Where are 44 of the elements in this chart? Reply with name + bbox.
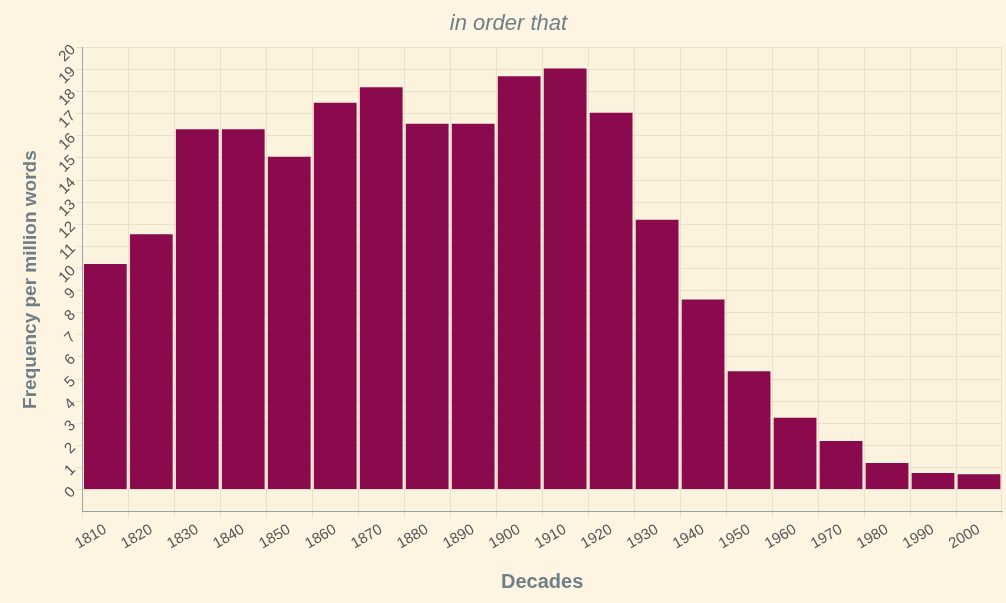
x-tick-label: 1910 bbox=[531, 519, 569, 552]
y-tick-label: 18 bbox=[54, 84, 79, 109]
y-tick-label: 1 bbox=[60, 460, 79, 479]
x-tick-label: 1860 bbox=[301, 519, 339, 552]
x-tick-label: 1940 bbox=[669, 519, 707, 552]
x-tick-label: 1990 bbox=[899, 519, 937, 552]
y-tick-label: 5 bbox=[60, 372, 79, 391]
x-tick-label: 1960 bbox=[761, 519, 799, 552]
chart-title: in order that bbox=[449, 10, 569, 36]
x-axis-title: Decades bbox=[501, 569, 584, 592]
y-tick-label: 9 bbox=[60, 283, 79, 302]
x-tick-label: 1930 bbox=[623, 519, 661, 552]
x-tick-label: 1810 bbox=[71, 519, 109, 552]
x-tick-label: 1890 bbox=[439, 519, 477, 552]
x-tick-label: 1850 bbox=[255, 519, 293, 552]
y-tick-label: 20 bbox=[54, 40, 79, 65]
x-tick-label: 1900 bbox=[485, 519, 523, 552]
x-tick-label: 1920 bbox=[577, 519, 615, 552]
y-tick-label: 17 bbox=[54, 106, 79, 131]
y-tick-label: 19 bbox=[54, 62, 79, 87]
y-tick-label: 4 bbox=[60, 394, 79, 413]
y-tick-label: 15 bbox=[54, 150, 79, 175]
y-tick-label: 2 bbox=[60, 438, 79, 457]
y-tick-label: 7 bbox=[60, 327, 79, 346]
y-tick-label: 10 bbox=[54, 261, 79, 286]
y-tick-label: 0 bbox=[60, 482, 79, 501]
x-tick-label: 1870 bbox=[347, 519, 385, 552]
y-axis-title: Frequency per million words bbox=[18, 150, 40, 409]
y-tick-label: 11 bbox=[55, 239, 79, 263]
y-tick-label: 14 bbox=[54, 173, 79, 197]
y-tick-label: 3 bbox=[60, 416, 79, 435]
y-tick-label: 16 bbox=[54, 128, 79, 153]
x-tick-label: 1880 bbox=[393, 519, 431, 552]
y-tick-label: 12 bbox=[54, 217, 79, 242]
y-tick-label: 6 bbox=[60, 349, 79, 368]
y-tick-label: 13 bbox=[54, 195, 79, 220]
x-tick-label: 1820 bbox=[117, 519, 155, 552]
x-tick-label: 1950 bbox=[715, 519, 753, 552]
x-tick-label: 1840 bbox=[209, 519, 247, 552]
x-tick-label: 1980 bbox=[853, 519, 891, 552]
x-tick-label: 2000 bbox=[945, 519, 983, 552]
x-tick-label: 1830 bbox=[163, 519, 201, 552]
x-tick-label: 1970 bbox=[807, 519, 845, 552]
y-tick-label: 8 bbox=[60, 305, 79, 324]
